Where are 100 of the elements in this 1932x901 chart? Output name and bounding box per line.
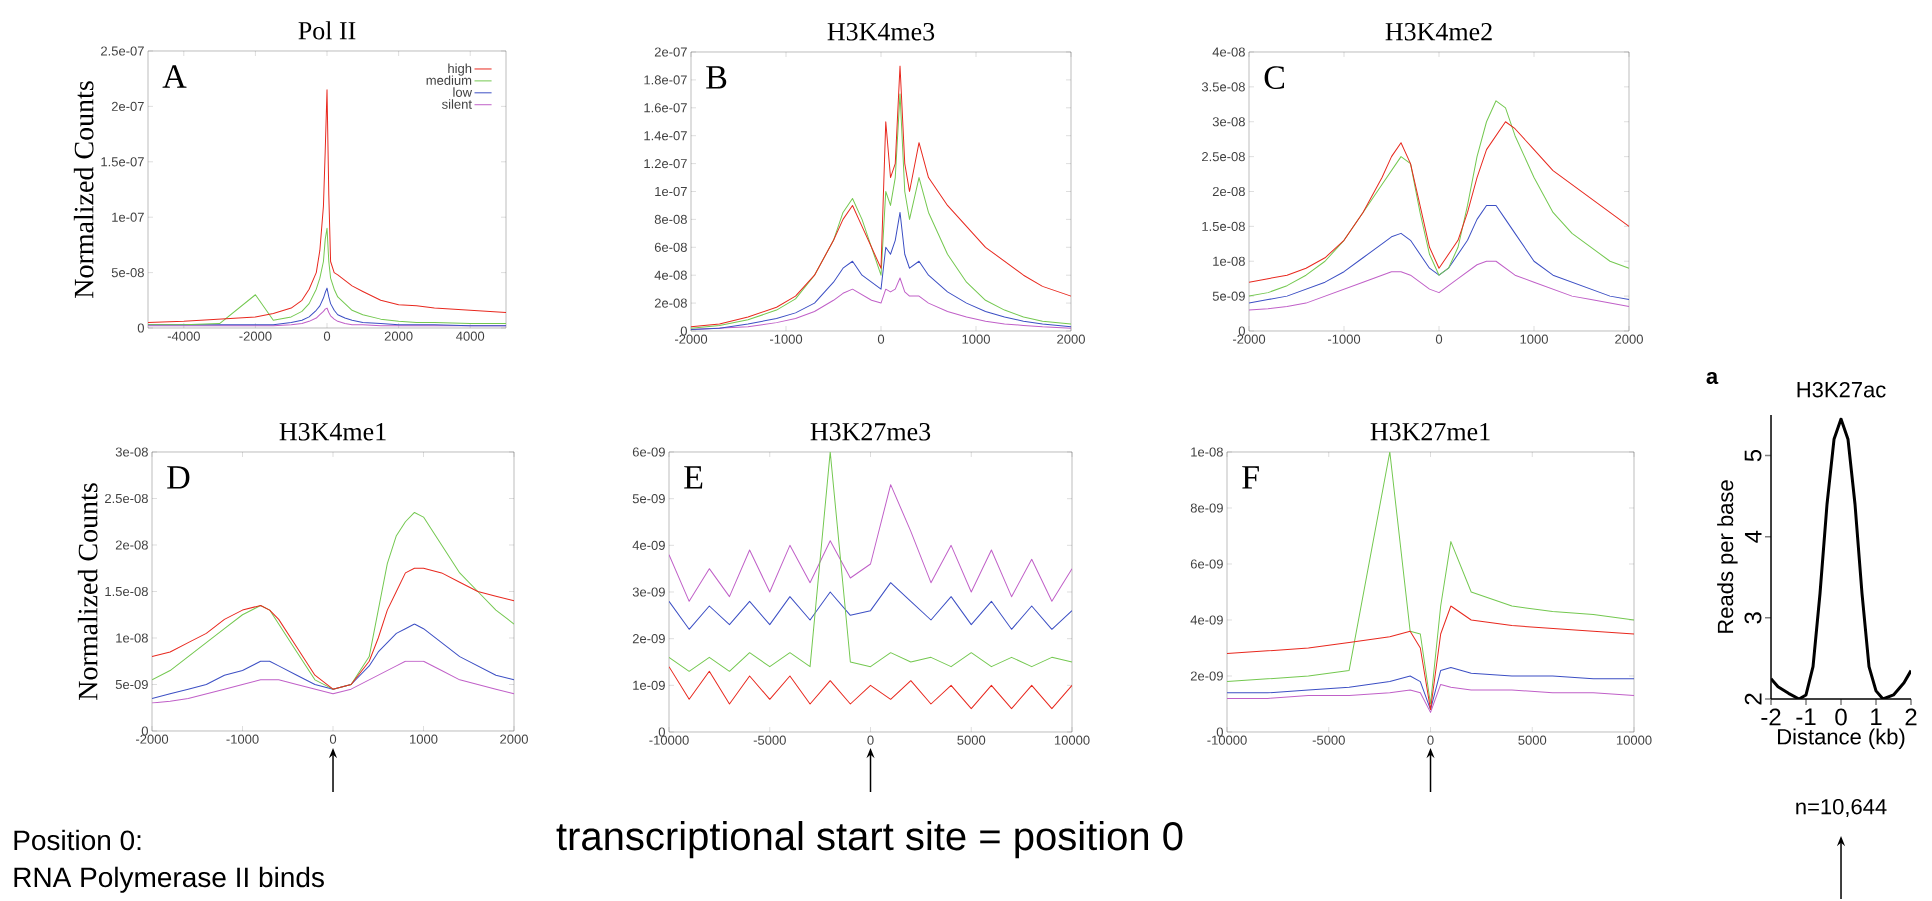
- y-tick-label: 3e-09: [632, 587, 665, 597]
- y-tick-label: 6e-09: [1190, 559, 1223, 569]
- y-tick-label: 1e-09: [633, 680, 665, 690]
- x-tick-label: 2: [1905, 708, 1917, 726]
- x-tick-label: 0: [323, 331, 331, 341]
- x-tick-label: 1000: [410, 734, 438, 744]
- chart-title: H3K4me3: [827, 22, 935, 41]
- y-tick-label: 1.8e-07: [644, 75, 687, 85]
- x-tick-label: -1: [1796, 708, 1816, 726]
- y-tick-label: 2e-07: [654, 47, 687, 57]
- y-tick-label: 6e-09: [632, 447, 665, 457]
- y-tick-label: 2e-08: [1212, 186, 1245, 197]
- x-tick-label: -2000: [1232, 334, 1266, 344]
- y-tick-label: 1.5e-08: [105, 586, 148, 597]
- x-tick-label: 5000: [1518, 735, 1547, 745]
- y-tick-label: 1e-08: [1191, 447, 1223, 457]
- y-tick-label: 5: [1744, 449, 1762, 462]
- x-tick-label: 0: [867, 735, 874, 745]
- x-tick-label: 10000: [1054, 735, 1090, 745]
- x-tick-label: -1000: [1327, 334, 1361, 344]
- line-series: [152, 567, 515, 690]
- x-tick-label: 1: [1871, 708, 1882, 726]
- y-tick-label: 1.6e-07: [644, 103, 687, 113]
- y-tick-label: 1e-07: [112, 212, 144, 222]
- annotation: F: [1242, 466, 1259, 489]
- line-series: [669, 452, 1073, 672]
- chart-title: H3K4me1: [279, 422, 386, 441]
- legend-label: high: [448, 63, 472, 76]
- x-tick-label: -1000: [226, 734, 259, 744]
- y-tick-label: 1e-07: [655, 186, 687, 197]
- line-series: [1771, 417, 1912, 699]
- y-tick-label: 2.5e-07: [101, 46, 144, 56]
- x-tick-label: -2000: [674, 334, 708, 344]
- line-series: [669, 666, 1073, 710]
- x-tick-label: -2: [1761, 708, 1781, 726]
- x-tick-label: 0: [877, 334, 885, 344]
- y-tick-label: 1e-08: [1213, 256, 1245, 266]
- y-tick-label: 2: [1744, 693, 1762, 705]
- x-tick-label: -2000: [135, 734, 169, 744]
- y-tick-label: 5e-09: [115, 679, 148, 690]
- text: Position 0:: [14, 829, 141, 851]
- y-tick-label: 4e-09: [1190, 615, 1223, 625]
- x-tick-label: 10000: [1616, 735, 1652, 745]
- y-tick-label: 4e-09: [632, 540, 665, 550]
- y-tick-label: 0: [137, 323, 144, 333]
- x-tick-label: 0: [1427, 735, 1434, 745]
- line-series: [1227, 452, 1635, 705]
- x-tick-label: 5000: [957, 735, 986, 745]
- legend-label: low: [453, 87, 473, 97]
- annotation: A: [162, 65, 187, 88]
- text: n=10,644: [1796, 798, 1887, 818]
- text: RNA Polymerase II binds: [14, 866, 324, 893]
- x-tick-label: 2000: [1615, 334, 1643, 344]
- chart-title: H3K27ac: [1797, 381, 1886, 398]
- legend-label: silent: [442, 99, 472, 109]
- y-tick-label: 4e-08: [1212, 47, 1245, 57]
- y-tick-label: 4e-08: [654, 270, 687, 280]
- chart-title: H3K4me2: [1385, 22, 1492, 41]
- y-tick-label: 2e-09: [1190, 671, 1223, 681]
- x-tick-label: -10000: [649, 735, 689, 745]
- x-tick-label: -10000: [1207, 735, 1247, 745]
- y-tick-label: 3e-08: [115, 447, 148, 457]
- chart-title: H3K27me1: [1370, 422, 1490, 441]
- x-tick-label: 0: [1435, 334, 1443, 344]
- y-tick-label: 2e-08: [654, 298, 687, 308]
- y-tick-label: 6e-08: [654, 242, 687, 252]
- annotation: D: [167, 466, 190, 489]
- y-tick-label: 3.5e-08: [1201, 82, 1245, 92]
- legend-label: medium: [426, 75, 472, 85]
- text: a: [1706, 371, 1719, 385]
- y-tick-label: 1e-08: [116, 633, 148, 643]
- x-tick-label: -2000: [239, 331, 272, 341]
- x-tick-label: 4000: [456, 331, 485, 341]
- y-tick-label: 5e-09: [1212, 291, 1245, 301]
- y-tick-label: 1.4e-07: [644, 131, 687, 141]
- y-tick-label: 3: [1744, 612, 1762, 624]
- x-tick-label: 2000: [384, 331, 413, 341]
- text: transcriptional start site = position 0: [556, 821, 1183, 859]
- chart-title: Pol II: [298, 21, 356, 40]
- chart-title: H3K27me3: [810, 422, 931, 441]
- y-axis-title: Normalized Counts: [77, 483, 98, 700]
- y-tick-label: 1.5e-08: [1202, 221, 1245, 231]
- x-tick-label: 1000: [1520, 334, 1548, 344]
- annotation: C: [1264, 66, 1285, 90]
- x-tick-label: -5000: [1312, 735, 1345, 745]
- x-tick-label: -5000: [753, 735, 786, 745]
- x-tick-label: 0: [1835, 708, 1847, 726]
- y-tick-label: 2e-08: [115, 540, 148, 550]
- x-tick-label: 2000: [500, 734, 528, 744]
- x-tick-label: -1000: [769, 334, 803, 344]
- line-series: [1227, 667, 1635, 711]
- y-tick-label: 0: [1216, 727, 1223, 737]
- y-tick-label: 4: [1744, 530, 1762, 543]
- line-series: [669, 582, 1073, 630]
- y-tick-label: 5e-09: [632, 494, 665, 504]
- y-tick-label: 8e-08: [654, 214, 687, 224]
- y-tick-label: 8e-09: [1190, 503, 1223, 513]
- annotation: E: [684, 466, 703, 489]
- y-tick-label: 2.5e-08: [1202, 152, 1245, 162]
- y-tick-label: 5e-08: [111, 267, 144, 278]
